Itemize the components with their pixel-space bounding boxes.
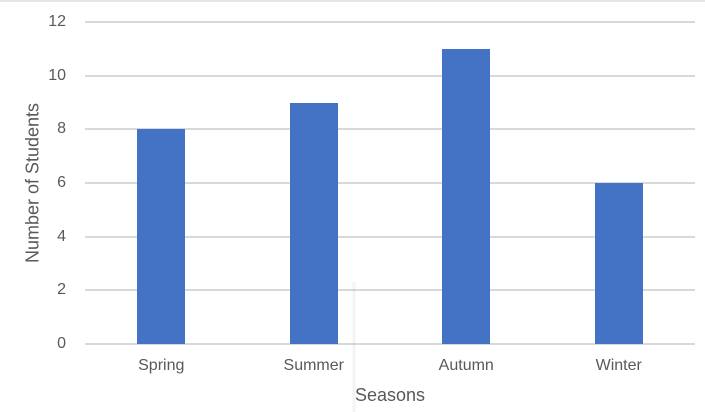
- bar-summer: [289, 102, 338, 344]
- x-category-label: Autumn: [438, 357, 494, 374]
- bar-winter: [594, 183, 643, 344]
- x-axis-line: [85, 343, 695, 345]
- bar-autumn: [442, 48, 491, 344]
- x-category-label: Summer: [283, 357, 344, 374]
- gridline: [85, 182, 695, 184]
- x-category-label: Spring: [138, 357, 185, 374]
- gridline: [85, 289, 695, 292]
- gridline: [85, 74, 695, 77]
- x-category-label: Winter: [595, 357, 642, 374]
- gridline: [85, 128, 695, 131]
- y-tick-label: 0: [57, 335, 66, 352]
- y-tick-label: 12: [48, 13, 66, 30]
- y-tick-label: 6: [57, 174, 66, 191]
- chart-top-border: [0, 0, 705, 2]
- y-tick-label: 8: [57, 120, 66, 138]
- y-tick-label: 2: [57, 281, 66, 299]
- screenshot-seam-artifact: [351, 282, 357, 412]
- bar-spring: [137, 129, 186, 344]
- plot-area: [85, 21, 695, 345]
- gridline: [85, 235, 695, 238]
- gridline: [85, 21, 695, 23]
- y-tick-label: 10: [48, 66, 66, 84]
- x-axis-title: Seasons: [354, 385, 426, 405]
- y-tick-label: 4: [57, 227, 66, 245]
